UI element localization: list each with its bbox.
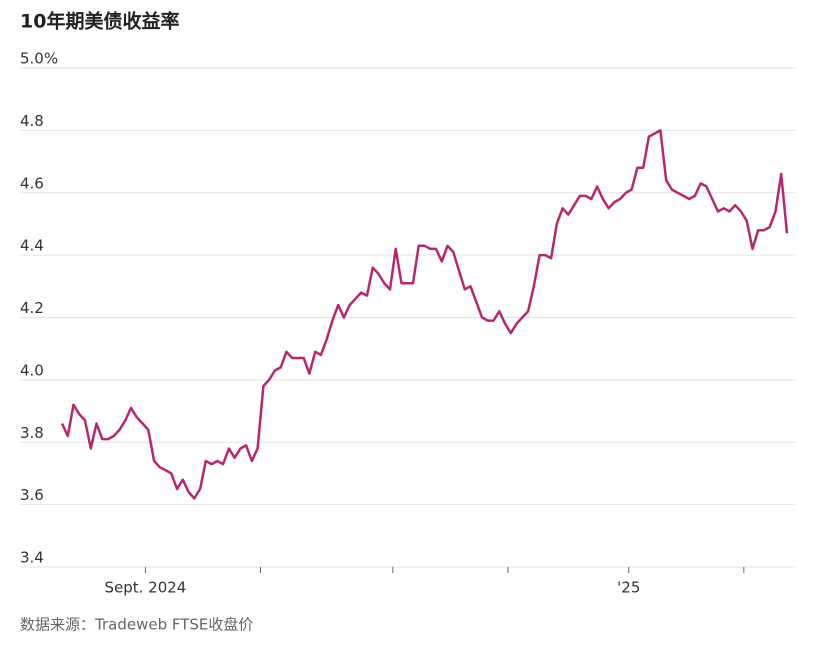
source-note: 数据来源：Tradeweb FTSE收盘价 bbox=[20, 616, 253, 634]
y-tick-label: 4.4 bbox=[20, 237, 44, 255]
y-tick-label: 5.0% bbox=[20, 50, 58, 68]
y-tick-label: 3.4 bbox=[20, 549, 44, 567]
data-line bbox=[60, 129, 789, 500]
y-tick-label: 3.8 bbox=[20, 424, 44, 442]
y-tick-label: 3.6 bbox=[20, 486, 44, 504]
y-tick-label: 4.6 bbox=[20, 174, 44, 192]
y-tick-label: 4.8 bbox=[20, 112, 44, 130]
x-tick-label: '25 bbox=[617, 579, 640, 597]
y-tick-label: 4.0 bbox=[20, 361, 44, 379]
chart-title: 10年期美债收益率 bbox=[20, 10, 179, 33]
x-tick-label: Sept. 2024 bbox=[104, 579, 186, 597]
y-tick-label: 4.2 bbox=[20, 299, 44, 317]
